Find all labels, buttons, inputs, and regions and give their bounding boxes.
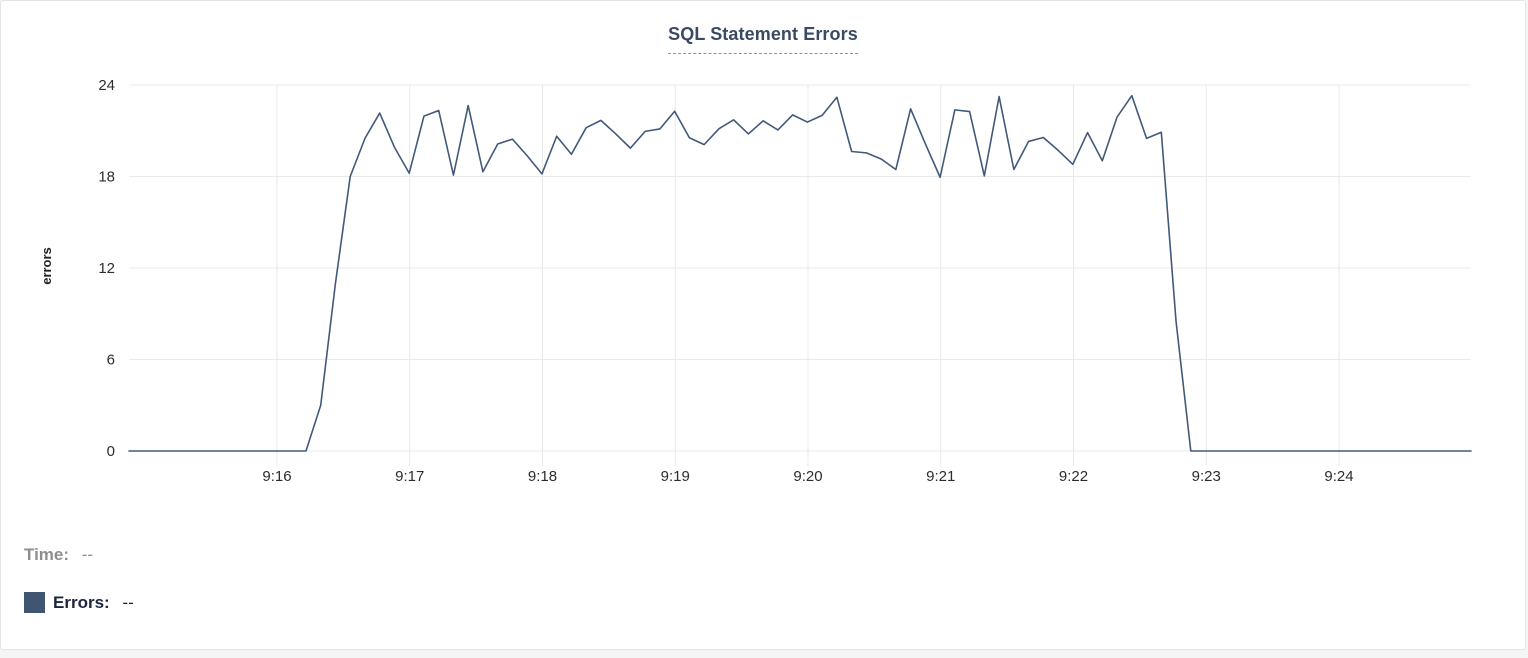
svg-text:9:18: 9:18 <box>528 468 557 485</box>
svg-text:9:22: 9:22 <box>1059 468 1088 485</box>
svg-text:9:16: 9:16 <box>262 468 291 485</box>
svg-text:9:21: 9:21 <box>926 468 955 485</box>
svg-text:9:23: 9:23 <box>1192 468 1221 485</box>
svg-text:12: 12 <box>98 260 115 277</box>
svg-text:9:19: 9:19 <box>661 468 690 485</box>
svg-text:9:17: 9:17 <box>395 468 424 485</box>
svg-text:9:24: 9:24 <box>1324 468 1353 485</box>
svg-text:0: 0 <box>107 443 115 460</box>
svg-text:9:20: 9:20 <box>793 468 822 485</box>
svg-text:6: 6 <box>107 352 115 369</box>
svg-text:18: 18 <box>98 169 115 186</box>
svg-text:24: 24 <box>98 77 115 94</box>
